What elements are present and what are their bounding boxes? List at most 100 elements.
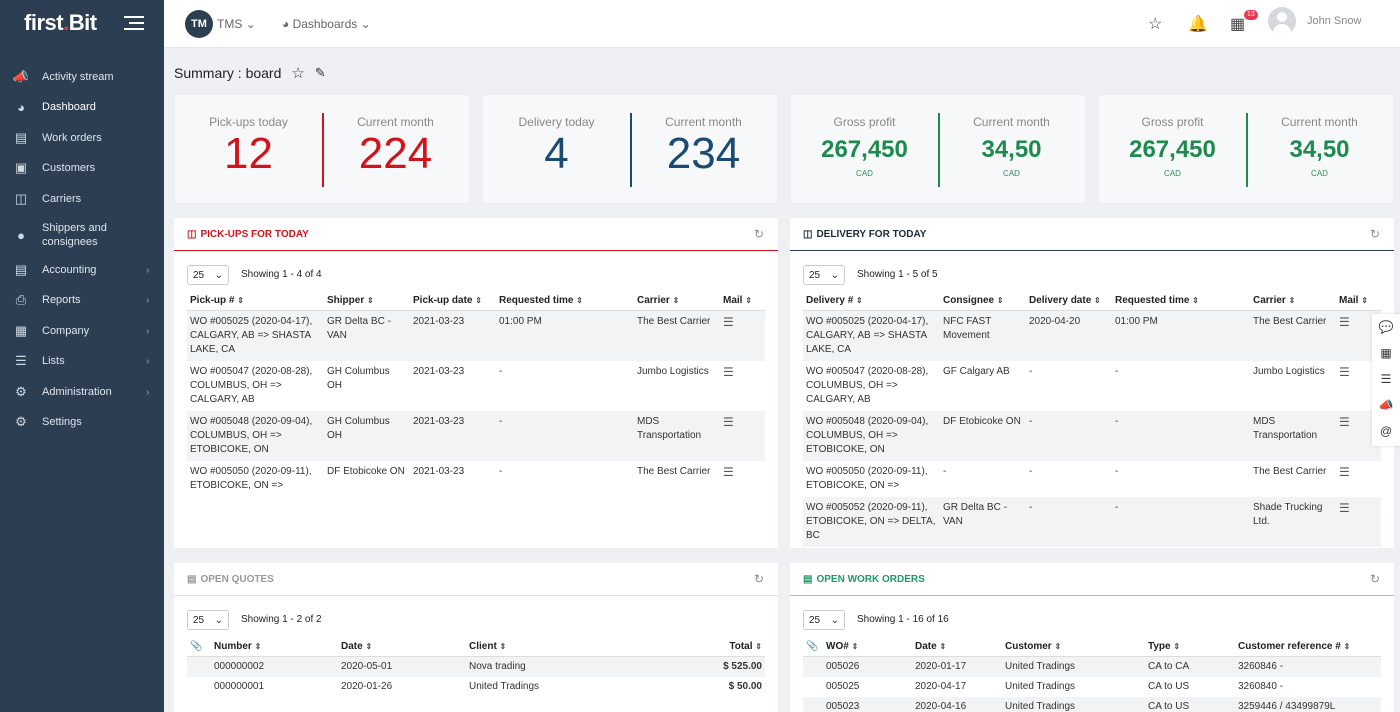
star-icon[interactable]: ☆ xyxy=(291,65,305,82)
notification-badge: 13 xyxy=(1244,10,1258,20)
gear-icon: ⚙ xyxy=(15,414,27,429)
calendar-icon[interactable]: ▦ xyxy=(1230,16,1246,33)
printer-icon: ⎙ xyxy=(15,292,27,307)
refresh-icon[interactable]: ↻ xyxy=(753,227,764,241)
delivery-today-value: 4 xyxy=(544,129,569,178)
stat-card-gross-profit-2: Gross profit 267,450 CAD Current month 34,5… xyxy=(1098,94,1394,204)
chat-icon[interactable]: 💬 xyxy=(1378,320,1394,334)
list-icon[interactable]: ☰ xyxy=(1380,372,1392,386)
delivery-panel: ◫ DELIVERY FOR TODAY ↻ 25 ⌄ Showing 1 - 5 … xyxy=(790,218,1394,548)
bell-icon[interactable]: 🔔 xyxy=(1188,16,1208,33)
table-row[interactable]: 005025 2020-04-17 United Tradings CA to US 3… xyxy=(826,680,1284,692)
mail-menu-icon[interactable]: ☰ xyxy=(723,464,734,479)
sidebar-item-settings[interactable]: ⚙ Settings xyxy=(0,414,164,429)
chevron-down-icon: ⌄ xyxy=(360,17,371,31)
sidebar-item-lists[interactable]: ☰ Lists › xyxy=(0,353,164,368)
megaphone-icon[interactable]: 📣 xyxy=(1378,398,1394,412)
gears-icon: ⚙ xyxy=(15,384,27,399)
col-pickup[interactable]: Pick-up # ⇕ xyxy=(187,291,324,311)
chevron-down-icon: ⌄ xyxy=(245,17,256,31)
calendar-icon[interactable]: ▦ xyxy=(1380,346,1392,360)
chevron-right-icon: › xyxy=(146,325,150,337)
stat-card-gross-profit: Gross profit 267,450 CAD Current month 34,5… xyxy=(790,94,1086,204)
open-work-orders-panel: ▤ OPEN WORK ORDERS ↻ 25 ⌄ Showing 1 - 16 o… xyxy=(790,563,1394,712)
page-size-select[interactable]: 25 ⌄ xyxy=(803,265,845,285)
dashboards-menu[interactable]: ◕ Dashboards ⌄ xyxy=(282,17,371,31)
table-row[interactable]: WO #005052 (2020-09-11), ETOBICOKE, ON =… xyxy=(803,496,1381,547)
table-row[interactable]: 000000002 2020-05-01 Nova trading $ 525.00 xyxy=(187,656,765,677)
sidebar-item-dashboard[interactable]: ◕ Dashboard xyxy=(0,99,164,115)
chevron-down-icon: ⌄ xyxy=(830,269,839,281)
sidebar-item-shippers[interactable]: ● Shippers and consignees xyxy=(0,221,164,249)
sidebar-item-carriers[interactable]: ◫ Carriers xyxy=(0,191,164,206)
refresh-icon[interactable]: ↻ xyxy=(1369,227,1380,241)
pickups-panel: ◫ PICK-UPS FOR TODAY ↻ 25 ⌄ Showing 1 - 4 … xyxy=(174,218,778,548)
sidebar-item-company[interactable]: ▦ Company › xyxy=(0,323,164,338)
dashboard-icon: ◕ xyxy=(282,17,290,31)
stat-card-pickups: Pick-ups today 12 Current month 224 xyxy=(174,94,470,204)
sidebar-item-work-orders[interactable]: ▤ Work orders xyxy=(0,130,164,145)
module-switcher[interactable]: TMS ⌄ xyxy=(217,17,256,31)
table-row[interactable]: 005026 2020-01-17 United Tradings CA to CA 3… xyxy=(803,656,1381,677)
quotes-table: 📎 Number ⇕ Date ⇕ Client ⇕ Total ⇕ 000000002… xyxy=(187,637,765,697)
sidebar: first.Bit 📣 Activity stream ◕ Dashboard ▤ W… xyxy=(0,0,164,712)
sidebar-item-reports[interactable]: ⎙ Reports › xyxy=(0,292,164,307)
favorites-star-icon[interactable]: ☆ xyxy=(1148,16,1163,33)
sidebar-item-accounting[interactable]: ▤ Accounting › xyxy=(0,262,164,277)
sidebar-item-activity-stream[interactable]: 📣 Activity stream xyxy=(0,69,164,84)
user-name[interactable]: John Snow xyxy=(1307,15,1362,27)
right-toolbar: 💬 ▦ ☰ 📣 @ xyxy=(1372,314,1400,446)
page-size-select[interactable]: 25 ⌄ xyxy=(187,265,229,285)
refresh-icon[interactable]: ↻ xyxy=(753,572,764,586)
refresh-icon[interactable]: ↻ xyxy=(1369,572,1380,586)
mail-menu-icon[interactable]: ☰ xyxy=(1339,500,1350,515)
mail-menu-icon[interactable]: ☰ xyxy=(723,364,734,379)
table-row[interactable]: WO #005050 (2020-09-11), ETOBICOKE, ON =… xyxy=(190,464,734,491)
pencil-icon[interactable]: ✎ xyxy=(314,65,326,80)
wallet-icon: ▤ xyxy=(14,262,28,277)
table-row[interactable]: 005023 2020-04-16 United Tradings CA to US 3… xyxy=(803,696,1381,712)
delivery-month-value: 234 xyxy=(666,129,741,178)
at-sign-icon[interactable]: @ xyxy=(1379,424,1393,438)
megaphone-icon: 📣 xyxy=(12,69,30,84)
table-row[interactable]: WO #005048 (2020-09-04), COLUMBUS, OH =>… xyxy=(803,410,1381,461)
document-icon: ▤ xyxy=(187,573,197,585)
page-size-select[interactable]: 25 ⌄ xyxy=(187,610,229,630)
brand-logo[interactable]: first.Bit xyxy=(24,10,97,35)
user-avatar[interactable] xyxy=(1268,7,1296,35)
table-row[interactable]: WO #005025 (2020-04-17), CALGARY, AB => … xyxy=(187,310,765,361)
table-row[interactable]: WO #005048 (2020-09-04), COLUMBUS, OH =>… xyxy=(187,410,765,461)
delivery-table: Delivery # ⇕ Consignee ⇕ Delivery date ⇕ Re… xyxy=(803,291,1381,547)
chevron-down-icon: ⌄ xyxy=(214,269,223,281)
menu-toggle-icon[interactable] xyxy=(124,16,144,32)
mail-menu-icon[interactable]: ☰ xyxy=(723,314,734,329)
pickups-month-value: 224 xyxy=(358,129,433,178)
sidebar-item-customers[interactable]: ▣ Customers xyxy=(0,160,164,175)
top-bar: TM TMS ⌄ ◕ Dashboards ⌄ ☆ 🔔 ▦ 13 John Sn… xyxy=(164,0,1400,48)
table-row[interactable]: WO #005050 (2020-09-11), ETOBICOKE, ON =… xyxy=(806,464,1350,491)
chevron-down-icon: ⌄ xyxy=(830,614,839,626)
page-size-select[interactable]: 25 ⌄ xyxy=(803,610,845,630)
stat-card-delivery: Delivery today 4 Current month 234 xyxy=(482,94,778,204)
pickups-table: Pick-up # ⇕ Shipper ⇕ Pick-up date ⇕ Reques… xyxy=(187,291,765,497)
sidebar-item-administration[interactable]: ⚙ Administration › xyxy=(0,384,164,399)
document-icon: ▤ xyxy=(803,573,813,585)
table-row[interactable]: WO #005047 (2020-08-28), COLUMBUS, OH =>… xyxy=(190,364,734,405)
mail-menu-icon[interactable]: ☰ xyxy=(1339,364,1350,379)
chevron-right-icon: › xyxy=(146,355,150,367)
attachment-icon: 📎 xyxy=(187,637,211,657)
chevron-right-icon: › xyxy=(146,386,150,398)
dashboard-icon: ◕ xyxy=(17,99,25,115)
truck-icon: ◫ xyxy=(14,191,28,206)
mail-menu-icon[interactable]: ☰ xyxy=(723,414,734,429)
module-avatar[interactable]: TM xyxy=(185,10,213,38)
truck-icon: ◫ xyxy=(803,228,813,240)
mail-menu-icon[interactable]: ☰ xyxy=(1339,314,1350,329)
pin-icon: ● xyxy=(17,227,25,243)
attachment-icon: 📎 xyxy=(803,637,823,657)
mail-menu-icon[interactable]: ☰ xyxy=(1339,464,1350,479)
table-row[interactable]: WO #005047 (2020-08-28), COLUMBUS, OH =>… xyxy=(806,364,1350,405)
table-row[interactable]: WO #005025 (2020-04-17), CALGARY, AB => … xyxy=(803,310,1381,361)
table-row[interactable]: 000000001 2020-01-26 United Tradings $ 50.0… xyxy=(214,680,762,692)
mail-menu-icon[interactable]: ☰ xyxy=(1339,414,1350,429)
